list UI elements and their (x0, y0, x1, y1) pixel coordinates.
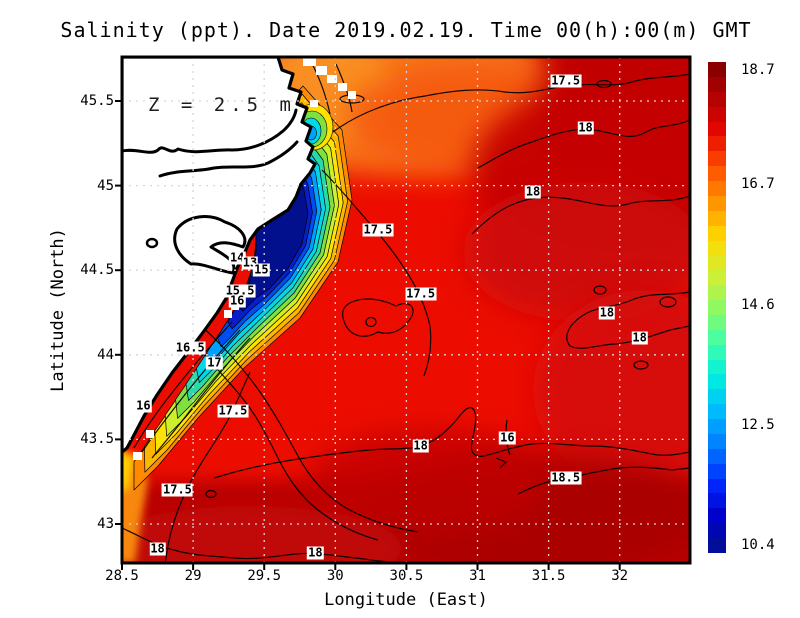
contour-label: 15.5 (224, 283, 256, 297)
y-axis-label: Latitude (North) (48, 228, 68, 392)
colorbar-segment (708, 136, 726, 152)
colorbar-segment (708, 314, 726, 330)
contour-label: 16 (135, 398, 152, 413)
y-tick-label: 45 (97, 177, 114, 194)
colorbar-segment (708, 151, 726, 167)
colorbar-segment (708, 433, 726, 449)
x-tick-label: 30.5 (389, 568, 424, 584)
colorbar-segment (708, 270, 726, 286)
contour-label: 18.5 (550, 470, 582, 485)
colorbar-tick-label: 12.5 (741, 416, 775, 433)
plot-title: Salinity (ppt). Date 2019.02.19. Time 00… (60, 18, 752, 42)
contour-label: 17.5 (362, 222, 394, 237)
y-tick-label: 44 (97, 346, 114, 363)
axis-tick-marks (115, 100, 621, 570)
x-tick-label: 29 (184, 568, 202, 584)
contour-label: 16 (499, 430, 516, 445)
contour-label: 16 (228, 293, 246, 308)
colorbar-tick-label: 10.4 (741, 537, 775, 553)
colorbar-segment (708, 225, 726, 241)
graticule (122, 57, 690, 563)
contour-label: 17.5 (217, 403, 249, 418)
contour-label: 17 (206, 355, 223, 370)
y-tick-label: 44.5 (80, 262, 114, 279)
colorbar-segment (708, 538, 726, 553)
contour-label: 17.5 (162, 482, 193, 497)
colorbar-segment (708, 106, 726, 122)
colorbar-segment (708, 181, 726, 196)
colorbar-segment (708, 285, 726, 300)
colorbar-tick-label: 14.6 (741, 296, 775, 313)
contour-label: 15 (253, 262, 270, 277)
colorbar-segment (708, 255, 726, 271)
contour-label: 16.5 (174, 340, 206, 355)
colorbar-segment (708, 240, 726, 256)
contour-label: 14 (228, 250, 246, 265)
colorbar-segment (708, 419, 726, 434)
y-tick-label: 43.5 (80, 431, 114, 448)
depth-annotation: Z = 2.5 m (148, 94, 296, 116)
colorbar-segment (708, 508, 726, 524)
contour-label: 17.5 (550, 73, 582, 88)
x-tick-label: 30 (326, 568, 344, 584)
contour-label: 18 (412, 438, 429, 453)
colorbar-segment (708, 344, 726, 360)
colorbar-segment (708, 478, 726, 494)
x-tick-label: 32 (611, 568, 629, 584)
y-tick-label: 43 (97, 516, 114, 532)
y-tick-label: 45.5 (80, 93, 114, 109)
contour-label: 18 (149, 541, 166, 556)
colorbar-segment (708, 374, 726, 390)
colorbar-tick-label: 16.7 (741, 176, 775, 193)
colorbar-segment (708, 448, 726, 464)
colorbar-segment (708, 493, 726, 509)
colorbar-segment (708, 300, 726, 315)
contour-label: 18 (598, 305, 616, 319)
x-tick-label: 29.5 (247, 568, 282, 584)
sea-layer (122, 57, 690, 563)
x-tick-label: 31.5 (531, 568, 566, 584)
colorbar-segment (708, 121, 726, 137)
lagoon-shorelines (122, 108, 299, 275)
colorbar-segment (708, 389, 726, 405)
colorbar-segment (708, 359, 726, 375)
colorbar-segment (708, 463, 726, 479)
x-tick-label: 31 (469, 568, 486, 584)
contour-label: 18 (307, 545, 324, 560)
contour-label: 18 (524, 184, 542, 199)
x-tick-label: 28.5 (105, 568, 139, 584)
colorbar-segment (708, 523, 726, 538)
colorbar-segment (708, 210, 726, 226)
colorbar-segment (708, 329, 726, 345)
x-axis-label: Longitude (East) (324, 590, 488, 610)
colorbar-segment (708, 195, 726, 211)
contour-label: 17.5 (405, 286, 437, 301)
contour-label: 18 (631, 330, 648, 345)
colorbar-segment (708, 76, 726, 92)
colorbar (708, 62, 726, 553)
colorbar-segment (708, 62, 726, 77)
colorbar-segment (708, 166, 726, 181)
contour-label: 18 (577, 120, 594, 135)
colorbar-tick-label: 18.7 (741, 62, 775, 78)
colorbar-segment (708, 91, 726, 107)
colorbar-segment (708, 404, 726, 419)
